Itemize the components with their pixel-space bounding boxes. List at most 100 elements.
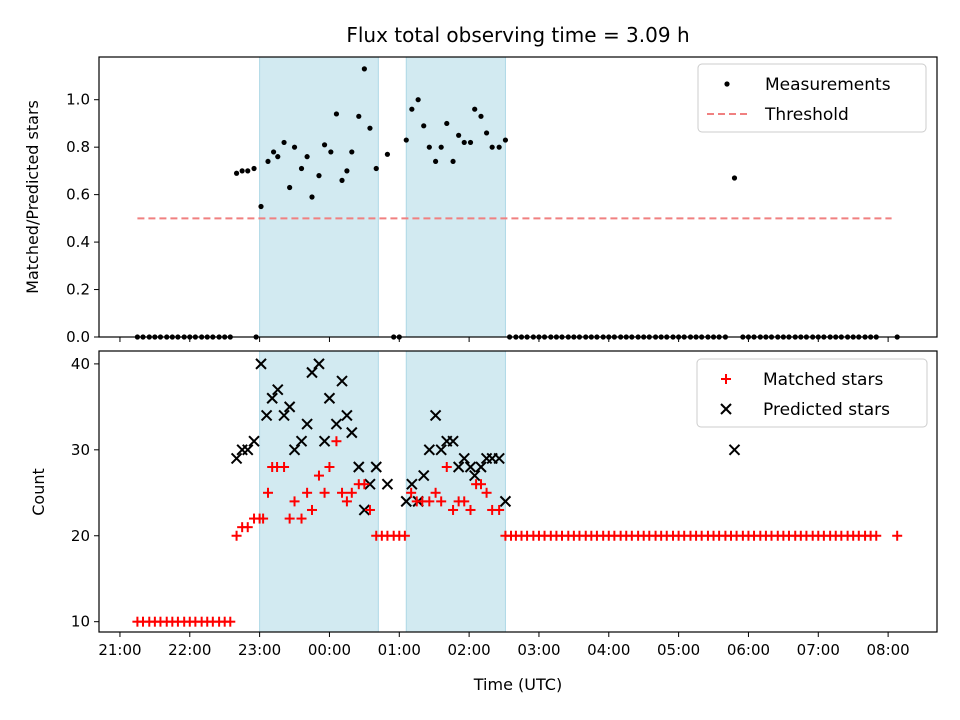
predicted-star-point [464, 461, 477, 473]
matched-star-point [324, 462, 335, 473]
predicted-star-point [493, 452, 505, 465]
bottom-legend: Matched stars Predicted stars [696, 358, 928, 428]
matched-star-point [459, 496, 470, 507]
measurement-point [258, 203, 264, 210]
measurement-point [344, 168, 350, 174]
top-y-ticks: 0.0 0.2 0.4 0.6 0.8 1.0 [66, 91, 99, 346]
predicted-star-point [346, 426, 358, 439]
matched-star-point [242, 522, 253, 533]
measurement-point [409, 106, 415, 112]
matched-star-point [306, 504, 317, 515]
matched-star-point [262, 487, 273, 498]
matched-star-points [132, 436, 903, 627]
x-tick-label: 02:00 [447, 641, 490, 659]
predicted-star-point [358, 504, 371, 516]
matched-star-point [231, 530, 242, 541]
measurement-point [450, 158, 456, 165]
matched-star-point [399, 530, 410, 541]
legend-measurement-marker [724, 81, 730, 87]
measurement-point [349, 149, 355, 155]
top-y-tick-label: 0.8 [66, 138, 90, 156]
measurement-point [333, 111, 340, 117]
measurement-point [432, 158, 439, 165]
measurement-point [489, 144, 495, 150]
predicted-star-point [353, 461, 365, 473]
top-panel: 0.0 0.2 0.4 0.6 0.8 1.0 Matched/Predicted sta… [23, 56, 938, 346]
top-y-tick-label: 0.4 [66, 233, 90, 251]
predicted-star-point [306, 366, 318, 379]
top-y-tick-label: 1.0 [66, 91, 90, 109]
bottom-y-tick-label: 10 [71, 613, 90, 631]
bottom-y-ticks: 10 20 30 40 [71, 355, 99, 631]
x-tick-label: 22:00 [168, 641, 211, 659]
predicted-star-point [230, 452, 243, 465]
measurement-point [339, 177, 345, 183]
predicted-star-point [248, 435, 260, 447]
top-y-tick-label: 0.6 [66, 186, 90, 204]
matched-star-point [319, 487, 330, 498]
x-tick-label: 23:00 [238, 641, 281, 659]
measurement-point [467, 139, 474, 146]
measurement-point [309, 194, 315, 200]
predicted-star-point [272, 383, 284, 396]
top-legend: Measurements Threshold [697, 63, 927, 133]
x-tick-label: 08:00 [866, 641, 909, 659]
measurement-point [275, 154, 281, 160]
bottom-shaded-interval [405, 350, 506, 633]
x-tick-label: 01:00 [378, 641, 421, 659]
measurement-point [281, 139, 287, 146]
top-y-axis-label: Matched/Predicted stars [23, 100, 42, 294]
predicted-star-point [400, 495, 412, 508]
top-axes-frame [98, 56, 938, 338]
predicted-star-point [458, 452, 470, 465]
x-tick-label: 06:00 [727, 641, 770, 659]
matched-star-point [465, 504, 476, 515]
bottom-axes-frame [98, 350, 938, 633]
predicted-star-point [295, 435, 308, 447]
matched-star-point [296, 513, 307, 524]
bottom-x-ticks: 21:00 22:00 23:00 00:00 01:00 02:00 03:00 04:00… [98, 632, 910, 659]
matched-star-point [424, 496, 435, 507]
matched-star-point [341, 496, 352, 507]
measurement-point [251, 165, 257, 172]
matched-star-point [430, 487, 441, 498]
matched-star-point [481, 487, 492, 498]
measurement-point [291, 144, 298, 150]
x-axis-label: Time (UTC) [473, 675, 562, 694]
matched-star-point [406, 487, 417, 498]
predicted-star-point [381, 478, 394, 490]
predicted-star-point [288, 444, 301, 456]
bottom-y-axis-label: Count [29, 468, 48, 516]
chart-title: Flux total observing time = 3.09 h [346, 23, 689, 47]
measurement-point [421, 123, 427, 129]
predicted-star-point [330, 418, 343, 430]
predicted-star-point [475, 461, 487, 473]
measurement-point [367, 125, 373, 131]
measurement-point [502, 137, 509, 143]
matched-star-point [364, 504, 375, 515]
measurement-point [356, 113, 362, 119]
bottom-shaded-interval [259, 350, 379, 633]
measurement-point [328, 149, 334, 155]
measurement-point [496, 144, 502, 150]
matched-star-point [346, 487, 357, 498]
predicted-star-point [468, 469, 481, 482]
bottom-y-tick-label: 30 [71, 441, 90, 459]
matched-star-point [284, 513, 295, 524]
predicted-star-point [452, 461, 465, 473]
predicted-star-point [364, 478, 376, 490]
predicted-star-point [423, 444, 436, 456]
matched-star-point [225, 616, 236, 627]
predicted-star-point [429, 409, 442, 422]
measurement-point [444, 120, 450, 127]
top-y-tick-label: 0.2 [66, 281, 90, 299]
predicted-star-point [313, 358, 325, 370]
measurement-point [731, 175, 738, 181]
measurement-point [426, 144, 432, 150]
legend-predicted-marker [720, 403, 732, 415]
matched-star-point [289, 496, 300, 507]
predicted-star-point [260, 409, 273, 422]
measurement-point [316, 173, 322, 179]
top-shaded-interval [259, 56, 379, 338]
